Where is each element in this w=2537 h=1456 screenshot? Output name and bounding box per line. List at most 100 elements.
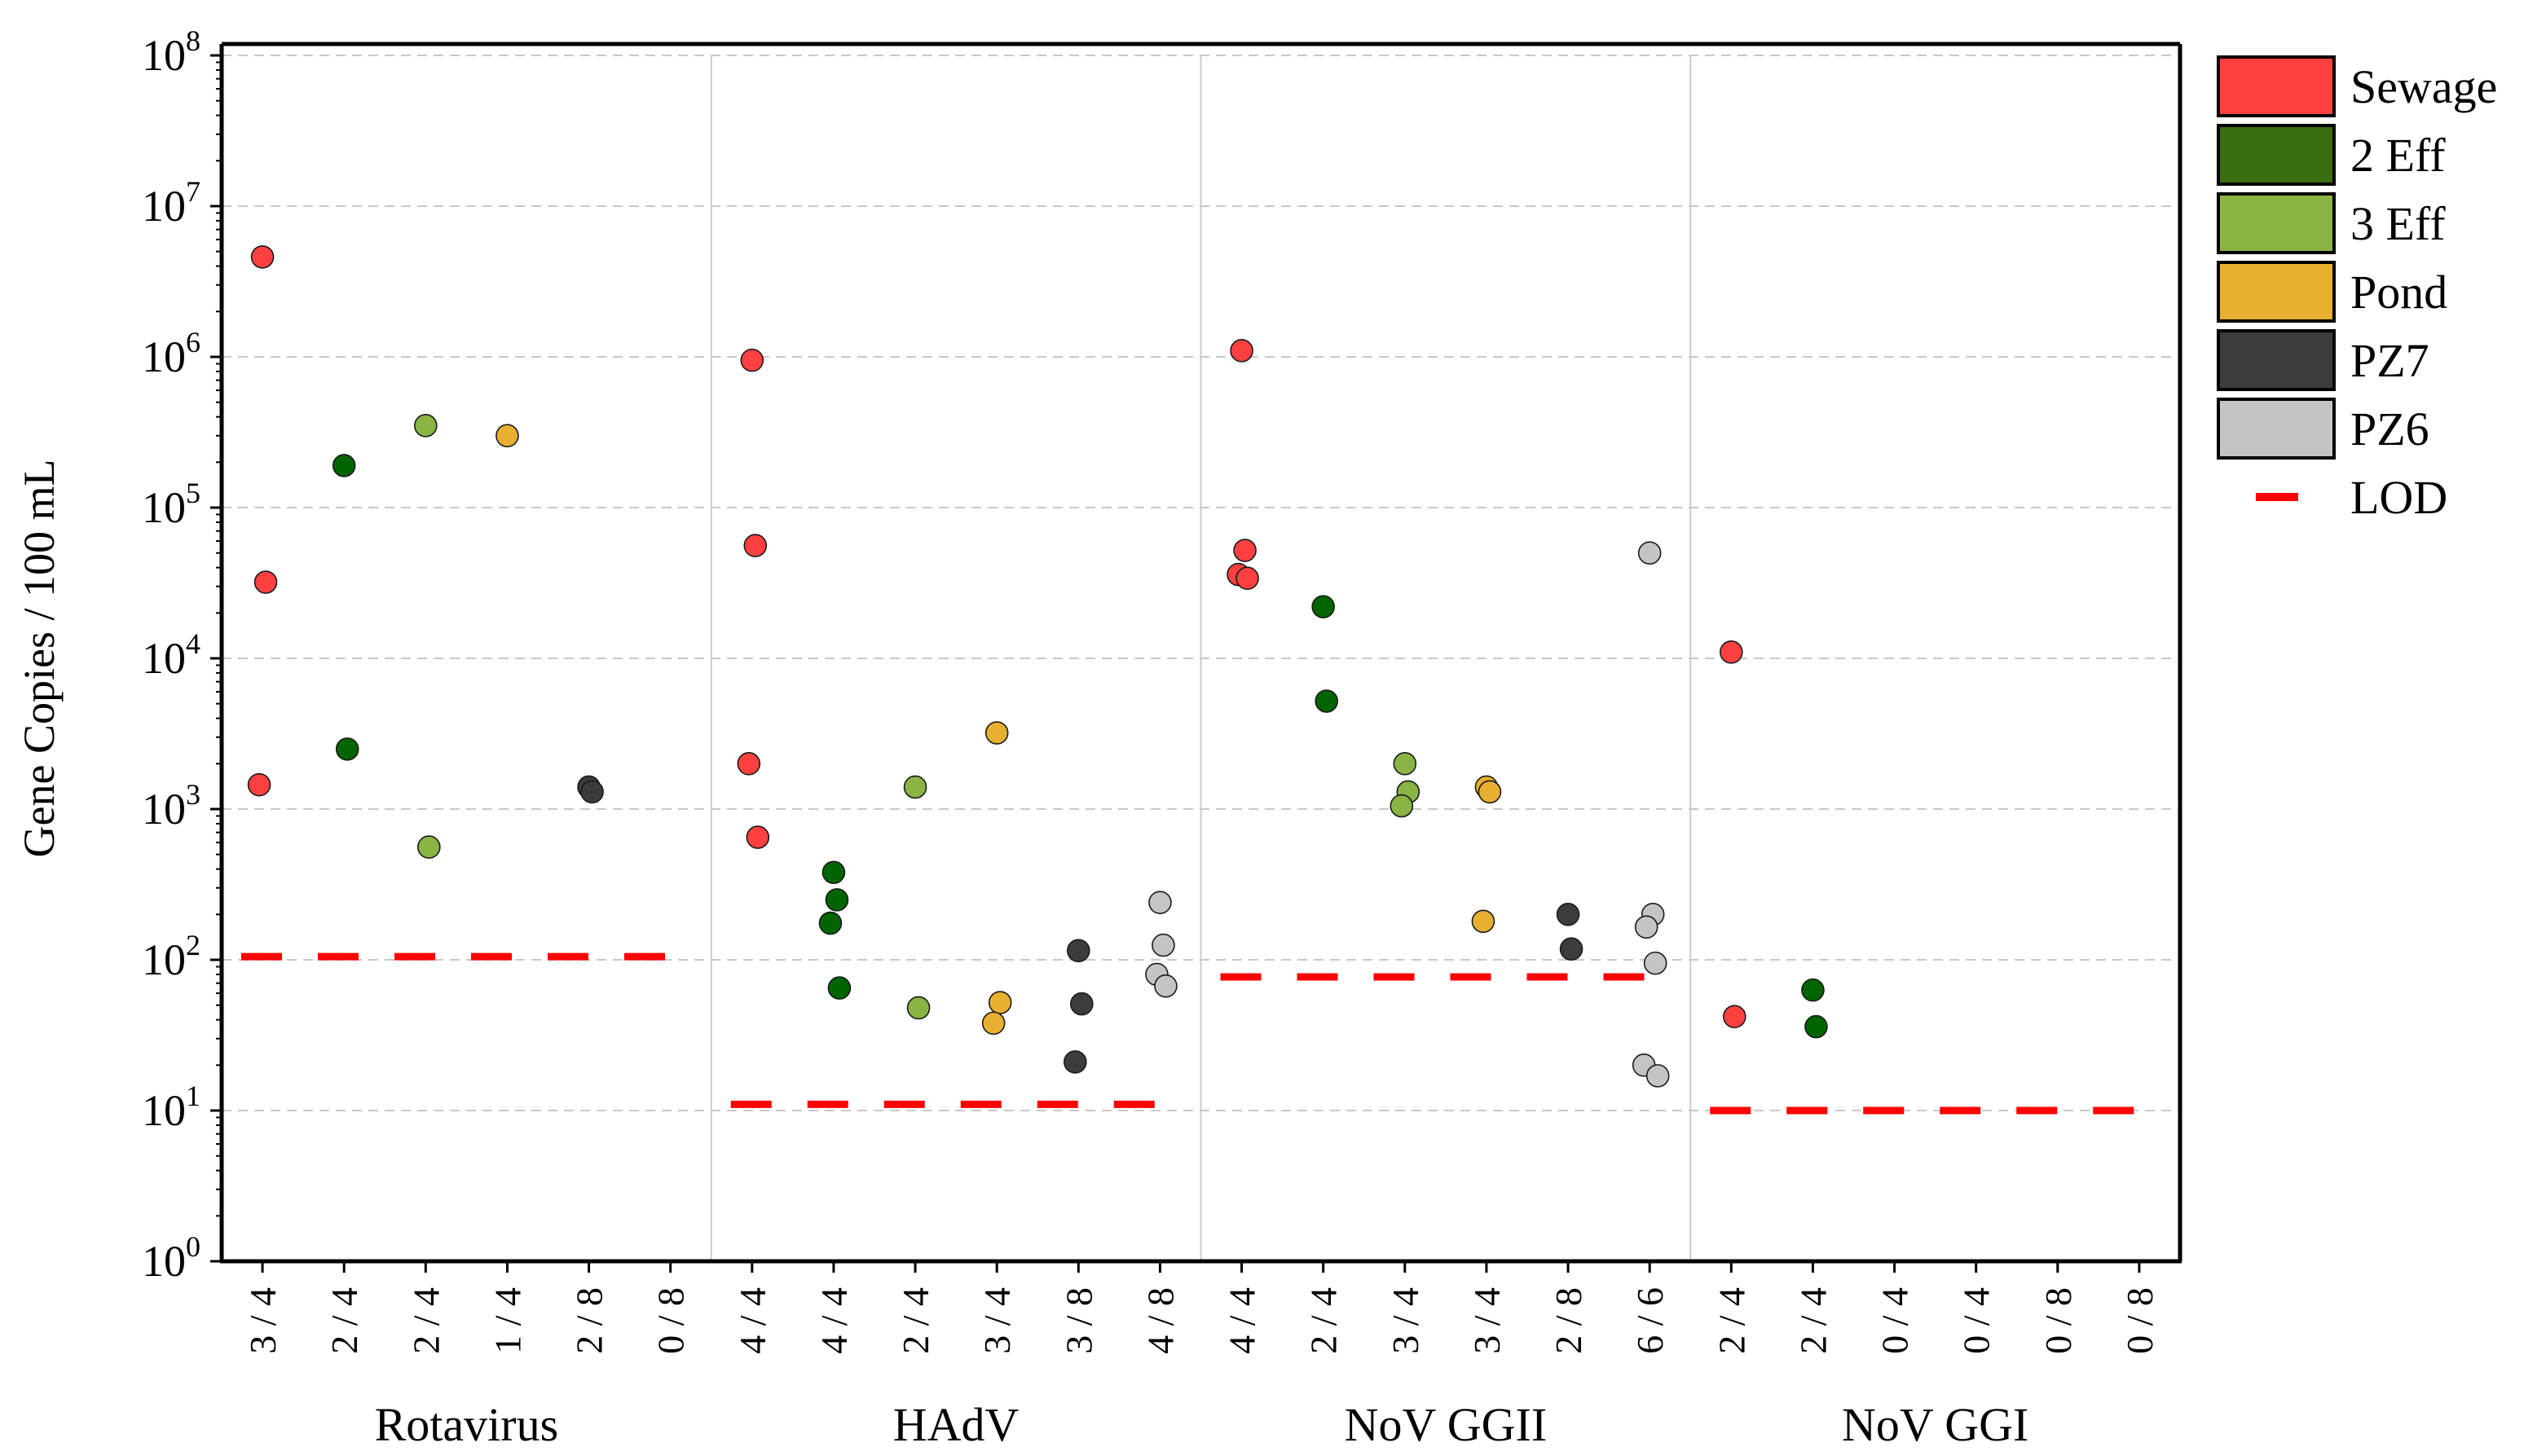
x-tick-label: 2 / 4 bbox=[895, 1287, 936, 1354]
legend-swatch bbox=[2217, 124, 2336, 186]
x-tick-label: 6 / 6 bbox=[1629, 1287, 1671, 1354]
x-tick-label: 2 / 4 bbox=[324, 1287, 365, 1354]
data-point bbox=[247, 772, 271, 797]
data-point bbox=[1154, 974, 1178, 998]
y-tick-label: 103 bbox=[142, 778, 200, 834]
legend-swatch bbox=[2217, 55, 2336, 117]
data-point bbox=[746, 825, 770, 849]
y-tick-label: 106 bbox=[142, 326, 200, 381]
legend-label: 2 Eff bbox=[2350, 129, 2446, 182]
data-point bbox=[1556, 903, 1580, 926]
legend-label: Sewage bbox=[2350, 60, 2497, 113]
grid-lines bbox=[222, 55, 2180, 1261]
group-label: Rotavirus bbox=[375, 1398, 559, 1451]
data-point bbox=[414, 414, 438, 438]
data-point bbox=[1067, 939, 1090, 963]
data-point bbox=[906, 996, 931, 1020]
axis-labels: 100 101 102 103 104 105 106 107 108 Gene Copies /… bbox=[15, 24, 2160, 1451]
x-tick-label: 2 / 4 bbox=[1711, 1287, 1752, 1354]
x-tick-label: 2 / 4 bbox=[405, 1287, 447, 1354]
data-point bbox=[1390, 794, 1414, 818]
data-point bbox=[825, 888, 849, 912]
y-tick-label: 108 bbox=[142, 24, 200, 80]
data-point bbox=[1634, 915, 1658, 939]
data-point bbox=[1720, 640, 1743, 664]
x-tick-label: 3 / 4 bbox=[976, 1287, 1018, 1354]
data-point bbox=[1315, 689, 1338, 713]
legend-swatch bbox=[2217, 329, 2336, 391]
lod-lines bbox=[241, 952, 2165, 1115]
y-axis-label: Gene Copies / 100 mL bbox=[15, 460, 64, 858]
x-tick-label: 3 / 4 bbox=[1385, 1287, 1426, 1354]
data-point bbox=[1233, 539, 1257, 562]
data-point bbox=[332, 454, 356, 477]
data-point bbox=[821, 860, 846, 885]
data-point bbox=[1070, 992, 1094, 1016]
x-tick-label: 4 / 4 bbox=[813, 1287, 855, 1354]
legend-swatch bbox=[2217, 261, 2336, 323]
data-point bbox=[253, 570, 278, 594]
group-label: HAdV bbox=[893, 1398, 1020, 1451]
x-tick-label: 4 / 4 bbox=[1222, 1287, 1263, 1354]
x-tick-label: 2 / 4 bbox=[1303, 1287, 1345, 1354]
x-tick-label: 4 / 8 bbox=[1139, 1287, 1181, 1354]
x-tick-label: 0 / 4 bbox=[1874, 1287, 1916, 1354]
y-tick-label: 104 bbox=[142, 627, 200, 683]
data-point bbox=[335, 737, 359, 761]
y-tick-label: 107 bbox=[142, 175, 200, 231]
data-point bbox=[1311, 595, 1335, 618]
x-tick-label: 2 / 8 bbox=[569, 1287, 610, 1354]
data-point bbox=[984, 721, 1009, 745]
group-label: NoV GGII bbox=[1345, 1398, 1548, 1451]
data-point bbox=[988, 991, 1012, 1014]
group-label: NoV GGI bbox=[1842, 1398, 2028, 1451]
x-tick-label: 0 / 8 bbox=[2037, 1287, 2079, 1354]
legend-label: 3 Eff bbox=[2350, 197, 2446, 250]
legend-label: PZ6 bbox=[2350, 402, 2429, 455]
data-point bbox=[1064, 1050, 1087, 1074]
data-point bbox=[1152, 933, 1175, 957]
data-point bbox=[1148, 891, 1172, 914]
data-point bbox=[827, 976, 852, 1000]
data-point bbox=[740, 348, 764, 372]
legend-label: PZ7 bbox=[2350, 334, 2429, 387]
data-point bbox=[981, 1011, 1006, 1036]
data-point bbox=[1804, 1014, 1828, 1039]
data-point bbox=[580, 780, 604, 804]
x-tick-label: 3 / 8 bbox=[1058, 1287, 1099, 1354]
y-tick-label: 100 bbox=[142, 1230, 200, 1286]
legend-label: LOD bbox=[2350, 471, 2447, 524]
y-tick-label: 101 bbox=[142, 1080, 200, 1135]
legend-label: Pond bbox=[2350, 266, 2447, 319]
x-tick-label: 2 / 4 bbox=[1792, 1287, 1834, 1354]
x-tick-label: 3 / 4 bbox=[242, 1287, 284, 1354]
legend-swatch bbox=[2217, 398, 2336, 460]
data-point bbox=[1235, 566, 1259, 590]
data-point bbox=[903, 775, 927, 799]
data-point bbox=[1643, 951, 1667, 975]
y-tick-label: 102 bbox=[142, 929, 200, 984]
axes bbox=[210, 42, 2182, 1273]
data-point bbox=[496, 424, 519, 448]
data-point bbox=[737, 752, 761, 776]
x-tick-label: 2 / 8 bbox=[1548, 1287, 1589, 1354]
data-point bbox=[1230, 339, 1253, 363]
y-tick-label: 105 bbox=[142, 477, 200, 532]
x-tick-label: 1 / 4 bbox=[487, 1287, 528, 1354]
x-tick-label: 0 / 8 bbox=[650, 1287, 692, 1354]
legend: Sewage 2 Eff 3 Eff Pond PZ7 PZ6 LOD bbox=[2217, 55, 2497, 524]
x-tick-label: 3 / 4 bbox=[1466, 1287, 1508, 1354]
data-point bbox=[743, 534, 768, 557]
data-point bbox=[417, 835, 441, 859]
data-point bbox=[1393, 752, 1417, 776]
data-point bbox=[1723, 1005, 1746, 1028]
data-point bbox=[1559, 937, 1583, 961]
data-point bbox=[818, 911, 843, 935]
data-point bbox=[1471, 909, 1495, 934]
x-tick-label: 0 / 8 bbox=[2119, 1287, 2160, 1354]
legend-swatch bbox=[2217, 192, 2336, 254]
data-point bbox=[1637, 541, 1662, 565]
x-tick-label: 0 / 4 bbox=[1956, 1287, 1997, 1354]
data-point bbox=[250, 245, 275, 269]
